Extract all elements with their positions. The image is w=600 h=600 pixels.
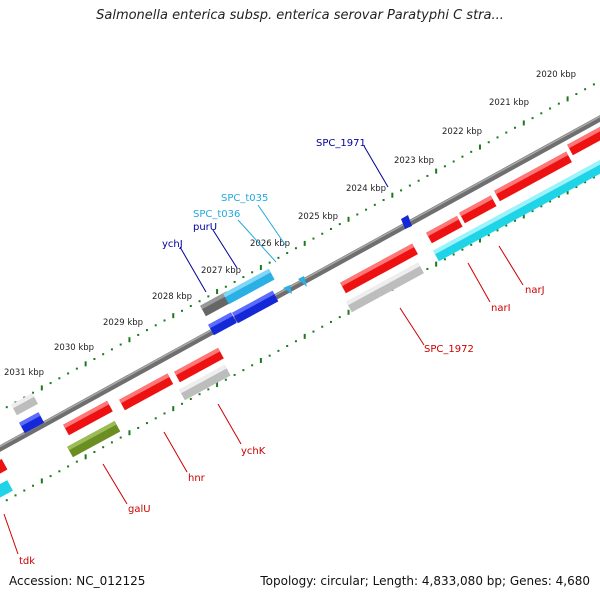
gene-feature bbox=[19, 412, 45, 434]
genome-backbone-highlight bbox=[0, 115, 600, 448]
gene-feature bbox=[200, 291, 233, 317]
gene-feature bbox=[0, 459, 8, 476]
scale-label: 2024 kbp bbox=[346, 184, 386, 194]
gene-feature bbox=[494, 151, 572, 202]
gene-feature bbox=[232, 290, 279, 324]
gene-feature bbox=[11, 393, 38, 416]
scale-ticks-lower bbox=[5, 176, 595, 502]
gene-label-ychK: ychK bbox=[241, 446, 266, 457]
gene-feature bbox=[179, 364, 231, 401]
gene-arrow bbox=[298, 276, 307, 287]
gene-features bbox=[0, 125, 600, 499]
gene-feature bbox=[174, 347, 224, 383]
gene-feature bbox=[208, 312, 237, 336]
scale-label: 2025 kbp bbox=[298, 212, 338, 222]
gene-label-galU: galU bbox=[128, 504, 151, 515]
gene-label-hnr: hnr bbox=[188, 473, 206, 484]
scale-label: 2027 kbp bbox=[201, 266, 241, 276]
gene-label-spc-t035: SPC_t035 bbox=[221, 193, 268, 204]
gene-arrow bbox=[401, 215, 412, 229]
scale-label: 2022 kbp bbox=[442, 127, 482, 137]
genome-backbone bbox=[0, 115, 600, 452]
scale-ticks-upper bbox=[5, 83, 595, 409]
scale-label: 2028 kbp bbox=[152, 292, 192, 302]
gene-label-narI: narI bbox=[491, 303, 511, 314]
gene-feature bbox=[63, 400, 113, 436]
scale-label: 2021 kbp bbox=[489, 98, 529, 108]
scale-label: 2030 kbp bbox=[54, 343, 94, 353]
scale-label: 2020 kbp bbox=[536, 70, 576, 80]
scale-label: 2031 kbp bbox=[4, 368, 44, 378]
gene-feature bbox=[426, 216, 463, 244]
gene-label-spc-t036: SPC_t036 bbox=[193, 209, 240, 220]
gene-arrow bbox=[283, 285, 292, 294]
gene-feature bbox=[433, 160, 600, 262]
scale-label: 2023 kbp bbox=[394, 156, 434, 166]
gene-feature bbox=[119, 373, 174, 411]
gene-label-spc-1971: SPC_1971 bbox=[316, 138, 366, 149]
topology-summary: Topology: circular; Length: 4,833,080 bp… bbox=[260, 574, 590, 588]
gene-feature bbox=[0, 480, 13, 499]
gene-labels: SPC_1971 SPC_t035 SPC_t036 purU ychJ SPC… bbox=[19, 138, 545, 567]
gene-label-purU: purU bbox=[193, 222, 217, 233]
scale-label: 2029 kbp bbox=[103, 318, 143, 328]
gene-label-ychJ: ychJ bbox=[162, 239, 183, 250]
gene-label-narJ: narJ bbox=[525, 285, 545, 296]
gene-feature bbox=[346, 262, 424, 313]
gene-feature bbox=[223, 268, 275, 305]
gene-label-spc-1972: SPC_1972 bbox=[424, 344, 474, 355]
label-leaders bbox=[3, 145, 524, 555]
scale-labels: 2020 kbp 2021 kbp 2022 kbp 2023 kbp 2024… bbox=[4, 70, 576, 378]
gene-feature bbox=[67, 420, 121, 458]
gene-feature bbox=[567, 125, 600, 156]
gene-feature bbox=[459, 195, 497, 224]
gene-label-tdk: tdk bbox=[19, 556, 35, 567]
map-title: Salmonella enterica subsp. enterica sero… bbox=[96, 8, 504, 23]
gene-feature bbox=[340, 243, 418, 294]
accession-text: Accession: NC_012125 bbox=[9, 574, 146, 588]
scale-label: 2026 kbp bbox=[250, 239, 290, 249]
